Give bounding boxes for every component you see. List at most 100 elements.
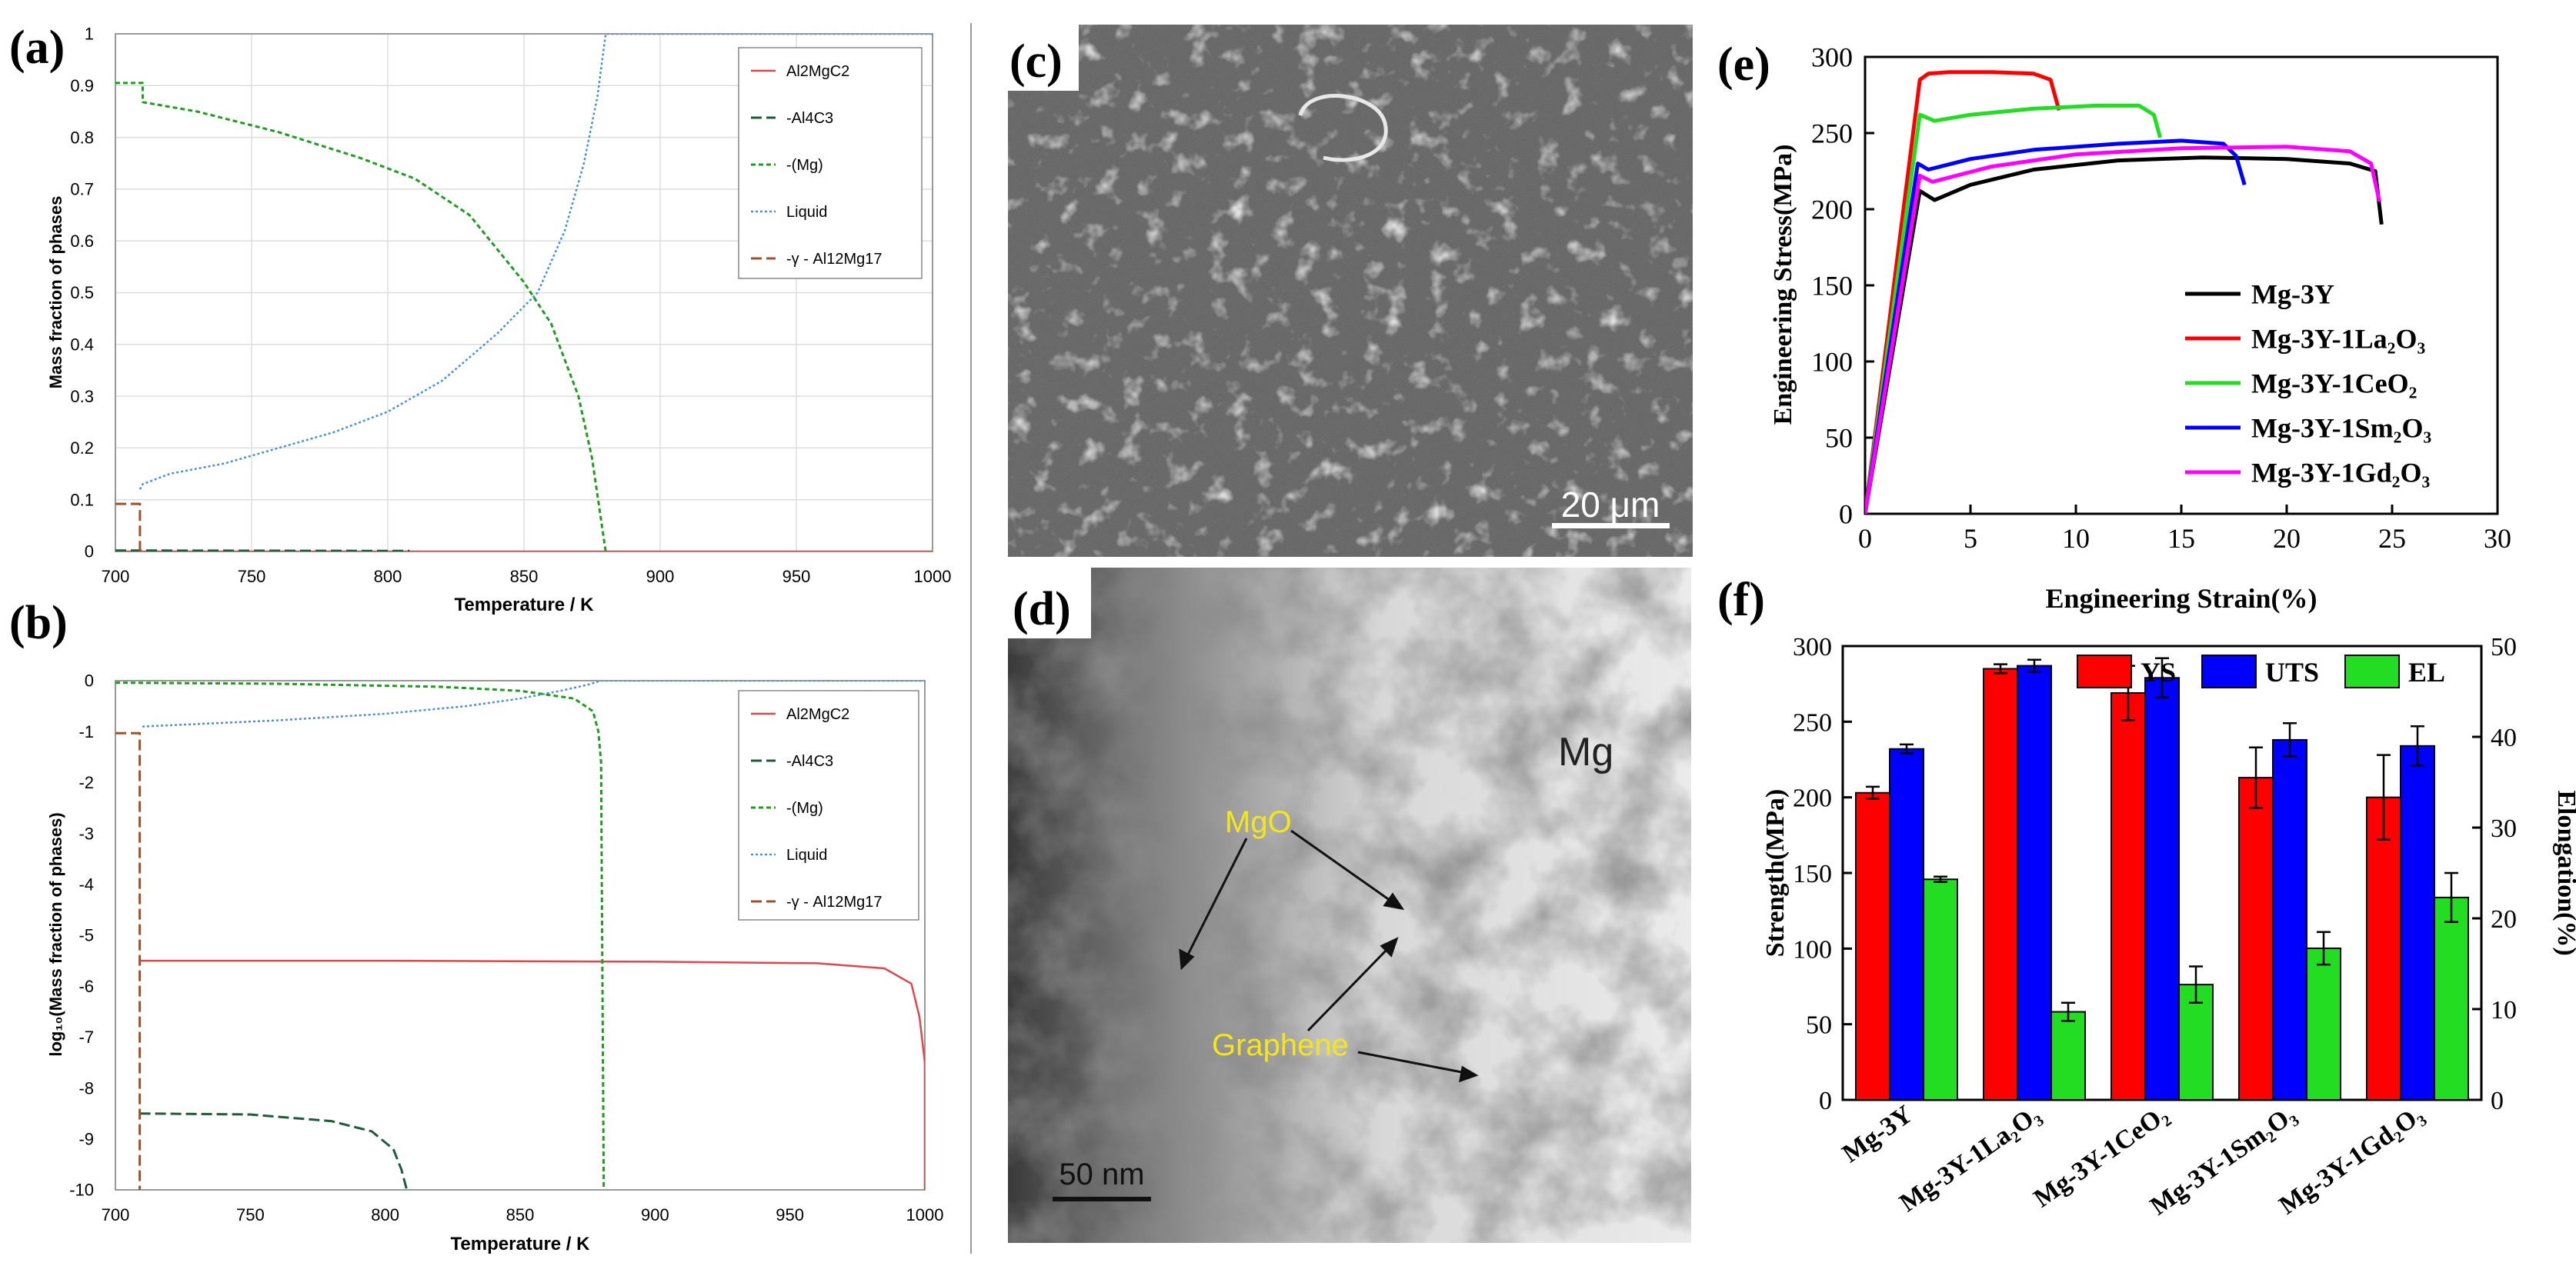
panel-label-b: (b) — [9, 597, 68, 649]
scale-bar-d — [1053, 1197, 1151, 1201]
series-line — [139, 959, 925, 1190]
legend-label: -(Mg) — [786, 157, 823, 174]
legend-swatch — [2201, 655, 2257, 688]
y-tick-label: -10 — [69, 1181, 94, 1200]
panel-label-box-d — [1008, 568, 1091, 638]
y-tick-label: 0.2 — [70, 438, 94, 458]
y-tick-label: -4 — [78, 875, 94, 895]
series-line — [1865, 155, 2384, 514]
legend-label: Al2MgC2 — [786, 706, 849, 723]
legend-frame — [738, 690, 919, 921]
series-line — [138, 34, 933, 490]
panel-label-f: (f) — [1717, 574, 1765, 626]
y2-tick-label: 10 — [2491, 996, 2517, 1024]
scale-bar-label-c: 20 μm — [1561, 485, 1660, 525]
y-tick-label: 200 — [1793, 785, 1832, 813]
x-tick-label: 800 — [371, 1205, 399, 1224]
y2-tick-label: 30 — [2491, 815, 2517, 843]
series-line — [115, 82, 607, 551]
legend-label: Mg-3Y-1La₂O₃ — [2251, 324, 2425, 355]
sem-image-particles — [1008, 25, 1693, 557]
series-a — [115, 34, 933, 551]
tem-image-texture — [1008, 568, 1691, 1243]
annotation-arrows — [1179, 829, 1479, 1083]
legend-label: UTS — [2265, 657, 2319, 688]
panel-label-box-c — [1008, 25, 1079, 91]
bar — [2434, 896, 2469, 1101]
category-label: Mg-3Y-1La₂O₃ — [1894, 1100, 2045, 1218]
x-tick-label: 900 — [641, 1205, 669, 1224]
x-tick-label: 1000 — [906, 1205, 944, 1224]
legend-label: -γ - Al12Mg17 — [786, 894, 883, 911]
y-axis-title-b: log₁₀(Mass fraction of phases) — [46, 812, 65, 1056]
y-tick-label: 0.1 — [70, 490, 94, 509]
panel-label-a: (a) — [9, 22, 65, 74]
legend-frame — [738, 47, 923, 279]
legend-label: -γ - Al12Mg17 — [786, 251, 883, 268]
scale-bar-c — [1552, 523, 1670, 528]
x-tick-label: 750 — [238, 567, 266, 586]
legend-label: Mg-3Y-1CeO₂ — [2251, 368, 2417, 399]
y-tick-label: 150 — [1793, 860, 1832, 888]
x-tick-label: 850 — [506, 1205, 535, 1224]
y-tick-label: 0 — [1819, 1087, 1832, 1115]
x-axis-title-e: Engineering Strain(%) — [2045, 583, 2317, 614]
legend-swatch — [2077, 655, 2132, 688]
bar — [1923, 878, 1958, 1101]
y-tick-label: 1 — [85, 25, 94, 44]
series-b — [115, 681, 925, 1190]
y-tick-label: 250 — [1793, 708, 1832, 737]
category-label: Mg-3Y-1Gd₂O₃ — [2274, 1100, 2429, 1220]
panel-label-d: (d) — [1013, 583, 1071, 635]
y-tick-label: -1 — [78, 722, 94, 741]
category-label: Mg-3Y — [1837, 1100, 1918, 1168]
label-mg: Mg — [1558, 730, 1613, 775]
series-line — [1865, 145, 2382, 514]
y-tick-label: 0.3 — [70, 387, 94, 406]
legend-a: Al2MgC2 -Al4C3 -(Mg) Liquid -γ - Al12Mg17 — [738, 47, 923, 279]
series-line — [115, 681, 606, 1190]
series-line — [115, 731, 142, 1190]
legend-label: Liquid — [786, 204, 827, 221]
y-tick-label: 0.7 — [70, 180, 94, 199]
series-e — [1865, 70, 2384, 514]
bar — [1983, 668, 2018, 1101]
legend-f: YS UTS EL — [2077, 655, 2445, 688]
x-tick-label: 700 — [102, 1205, 130, 1224]
y2-axis-title-f: Elongation(%) — [2552, 790, 2576, 955]
series-line — [115, 502, 142, 551]
grid-a — [115, 33, 933, 552]
bar — [1889, 748, 1924, 1101]
x-tick-label: 800 — [374, 567, 402, 586]
series-line — [1865, 138, 2247, 514]
y-tick-label: 50 — [1825, 423, 1853, 454]
y-axis-title-f: Strength(MPa) — [1761, 789, 1790, 957]
legend-label: -(Mg) — [786, 800, 823, 817]
legend-b: Al2MgC2 -Al4C3 -(Mg) Liquid -γ - Al12Mg17 — [738, 690, 919, 921]
ticks-a: 700 750 800 850 900 950 1000 0 0.1 0.2 0.3 0.4 0.5 0.… — [70, 25, 951, 586]
y-tick-label: 150 — [1811, 271, 1853, 302]
x-tick-label: 25 — [2378, 523, 2406, 554]
bar — [1855, 791, 1890, 1101]
x-tick-label: 15 — [2167, 523, 2195, 554]
y-tick-label: -2 — [78, 773, 94, 792]
bar — [2272, 738, 2307, 1101]
y-tick-label: 100 — [1811, 347, 1853, 378]
y-tick-label: -6 — [78, 977, 94, 996]
y-tick-label: -9 — [78, 1130, 94, 1149]
panel-label-c: (c) — [1009, 35, 1063, 88]
y-tick-label: 0 — [85, 542, 94, 561]
x-tick-label: 5 — [1964, 523, 1977, 554]
bar — [2050, 1011, 2086, 1101]
bar — [2144, 677, 2180, 1101]
bars-f — [1855, 657, 2469, 1101]
bar — [2400, 745, 2435, 1101]
legend-label: Mg-3Y-1Gd₂O₃ — [2251, 458, 2430, 488]
plot-frame-e — [1864, 55, 2499, 515]
x-tick-label: 950 — [776, 1205, 804, 1224]
panel-d: (d) Mg MgO Graphene 50 nm — [1008, 568, 1691, 1243]
ticks-b: 700 750 800 850 900 950 1000 0 -1 -2 -3 -4 -5 -6 -7 -8 -… — [69, 671, 943, 1224]
y-tick-label: 300 — [1793, 633, 1832, 661]
x-tick-label: 1000 — [914, 567, 952, 586]
